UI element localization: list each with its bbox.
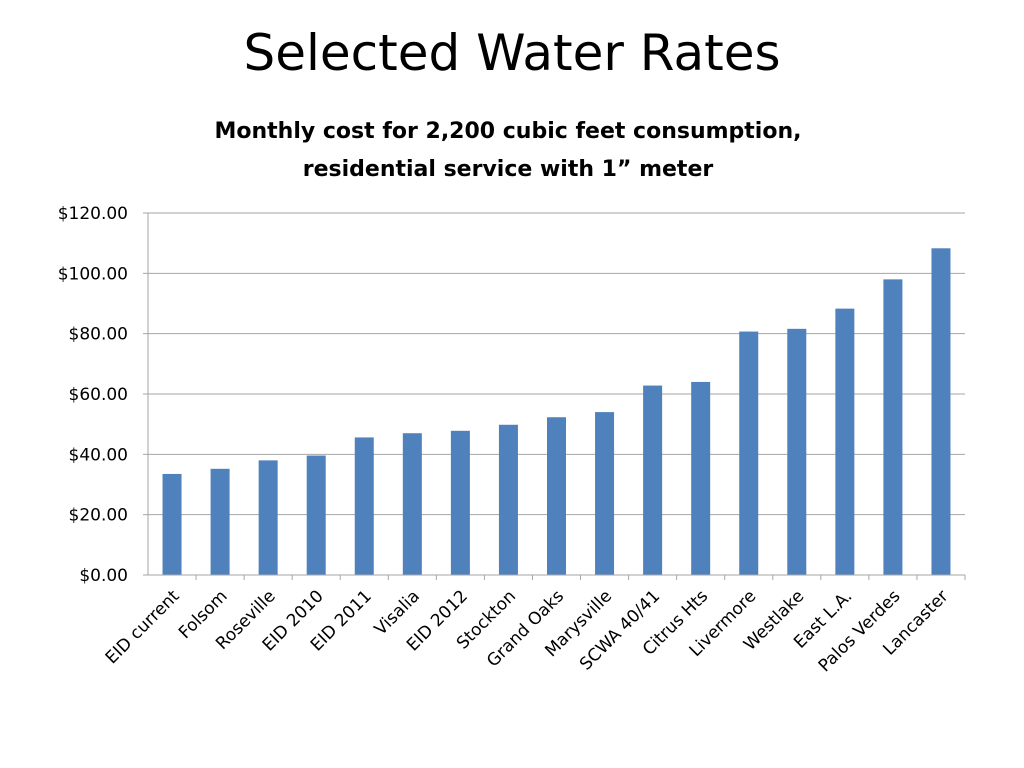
bar-series	[162, 248, 951, 576]
y-tick-label: $120.00	[58, 204, 128, 224]
bar	[931, 248, 951, 576]
bar	[450, 430, 470, 575]
bar	[210, 468, 230, 575]
bar	[883, 279, 903, 575]
bar	[402, 433, 422, 575]
y-tick-label: $0.00	[79, 566, 128, 586]
bar	[258, 460, 278, 575]
y-tick-label: $80.00	[69, 325, 128, 345]
y-axis-tick-labels: $0.00 $20.00 $40.00 $60.00 $80.00 $100.00 $120…	[58, 204, 128, 586]
bar	[595, 412, 615, 575]
y-tick-label: $60.00	[69, 385, 128, 405]
bar	[643, 385, 663, 575]
gridlines	[148, 212, 965, 516]
x-category-label: EID current	[102, 586, 184, 668]
chart-title-line-2: residential service with 1” meter	[302, 157, 714, 182]
bar	[547, 417, 566, 575]
bar	[162, 473, 182, 575]
bar	[691, 381, 711, 575]
bar	[354, 437, 374, 575]
slide-title: Selected Water Rates	[243, 24, 781, 82]
bar	[306, 455, 326, 575]
y-tick-label: $100.00	[58, 264, 128, 284]
bar	[739, 331, 759, 575]
bar	[835, 308, 855, 575]
bar	[498, 424, 518, 575]
y-tick-label: $20.00	[69, 506, 128, 526]
chart-title-line-1: Monthly cost for 2,200 cubic feet consum…	[214, 119, 802, 144]
bar	[787, 328, 807, 575]
y-tick-label: $40.00	[69, 445, 128, 465]
axes	[143, 212, 966, 580]
